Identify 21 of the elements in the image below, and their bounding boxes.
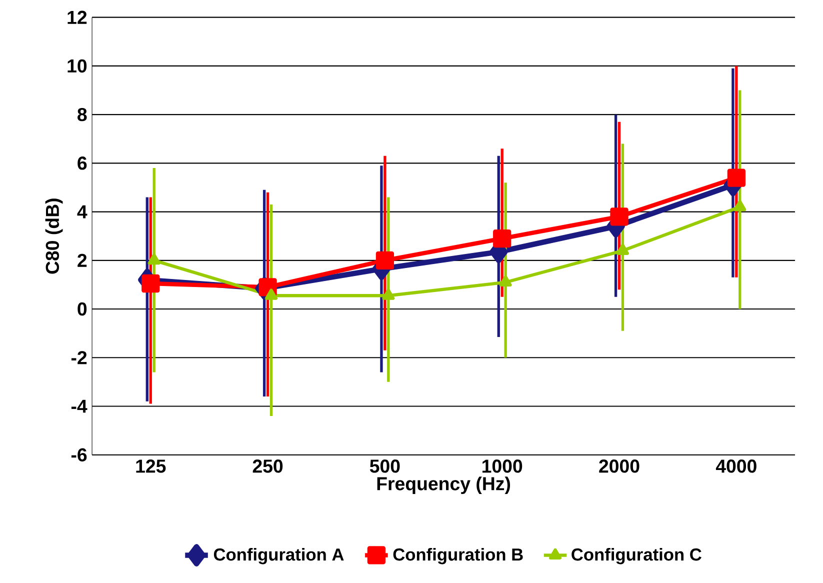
legend-label: Configuration C	[572, 548, 702, 564]
x-tick-label: 125	[136, 460, 166, 473]
x-axis-title: Frequency (Hz)	[377, 476, 510, 494]
y-axis-title: C80 (dB)	[45, 198, 63, 274]
y-tick-label: 10	[68, 59, 87, 73]
y-tick-label: 6	[78, 156, 87, 170]
y-tick-label: 2	[78, 254, 87, 267]
x-tick-label: 4000	[716, 460, 756, 473]
y-tick-label: -6	[71, 448, 87, 462]
x-tick-label: 500	[370, 460, 400, 473]
y-tick-label: -2	[71, 351, 87, 364]
y-tick-label: -4	[71, 400, 88, 413]
x-tick-label: 250	[252, 460, 283, 473]
legend-label: Configuration A	[214, 548, 344, 564]
legend-label: Configuration B	[393, 548, 523, 564]
y-tick-label: 12	[68, 10, 87, 24]
x-tick-label: 1000	[482, 460, 522, 473]
y-tick-label: 0	[78, 302, 87, 316]
y-tick-label: 4	[77, 205, 88, 218]
x-tick-label: 2000	[599, 460, 640, 473]
y-tick-label: 8	[78, 108, 87, 122]
